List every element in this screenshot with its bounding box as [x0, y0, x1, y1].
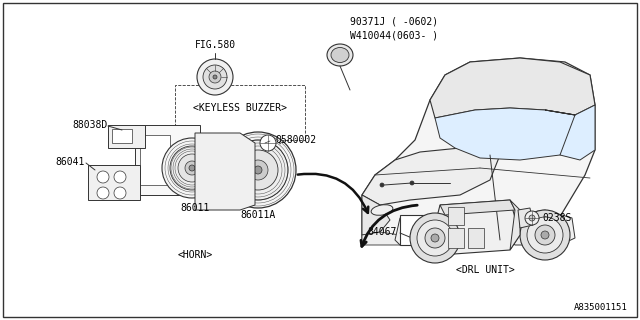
- Circle shape: [520, 210, 570, 260]
- Circle shape: [209, 71, 221, 83]
- Text: A835001151: A835001151: [574, 303, 628, 312]
- Circle shape: [178, 154, 206, 182]
- Polygon shape: [430, 58, 595, 118]
- Polygon shape: [108, 125, 145, 148]
- Text: W410044(0603- ): W410044(0603- ): [350, 30, 438, 40]
- Text: 86011A: 86011A: [241, 210, 276, 220]
- Circle shape: [248, 160, 268, 180]
- Bar: [468, 228, 484, 248]
- Polygon shape: [88, 165, 140, 200]
- Bar: [175, 85, 305, 140]
- Circle shape: [203, 65, 227, 89]
- Circle shape: [410, 181, 414, 185]
- Bar: [112, 129, 132, 143]
- Polygon shape: [362, 148, 500, 205]
- Circle shape: [185, 161, 199, 175]
- Polygon shape: [510, 200, 520, 250]
- Circle shape: [162, 138, 222, 198]
- Polygon shape: [362, 58, 595, 245]
- Circle shape: [431, 234, 439, 242]
- Polygon shape: [518, 208, 533, 228]
- Circle shape: [197, 59, 233, 95]
- Polygon shape: [435, 108, 585, 160]
- Circle shape: [114, 187, 126, 199]
- Circle shape: [97, 187, 109, 199]
- Circle shape: [425, 228, 445, 248]
- Circle shape: [410, 213, 460, 263]
- Circle shape: [529, 215, 535, 221]
- Circle shape: [417, 220, 453, 256]
- Polygon shape: [362, 232, 410, 245]
- Text: 86011: 86011: [180, 203, 210, 213]
- Polygon shape: [440, 200, 515, 215]
- Bar: [400, 215, 455, 245]
- Circle shape: [380, 183, 384, 187]
- Ellipse shape: [371, 205, 393, 215]
- Ellipse shape: [327, 44, 353, 66]
- Polygon shape: [510, 210, 575, 245]
- Text: <KEYLESS BUZZER>: <KEYLESS BUZZER>: [193, 103, 287, 113]
- Text: 88038D: 88038D: [73, 120, 108, 130]
- Circle shape: [525, 211, 539, 225]
- Polygon shape: [430, 200, 520, 255]
- Polygon shape: [195, 133, 255, 210]
- Polygon shape: [362, 195, 390, 235]
- Polygon shape: [395, 215, 470, 245]
- Text: 90371J ( -0602): 90371J ( -0602): [350, 17, 438, 27]
- Ellipse shape: [331, 47, 349, 62]
- Bar: [448, 207, 464, 225]
- Circle shape: [114, 171, 126, 183]
- Text: 86041: 86041: [56, 157, 85, 167]
- Text: 0238S: 0238S: [542, 213, 572, 223]
- Text: <DRL UNIT>: <DRL UNIT>: [456, 265, 515, 275]
- Text: FIG.580: FIG.580: [195, 40, 236, 50]
- Circle shape: [220, 132, 296, 208]
- FancyArrowPatch shape: [361, 205, 417, 246]
- Polygon shape: [135, 125, 200, 195]
- Circle shape: [238, 150, 278, 190]
- Text: 84067: 84067: [367, 227, 397, 237]
- FancyArrowPatch shape: [298, 174, 368, 213]
- Circle shape: [170, 146, 214, 190]
- Text: <HORN>: <HORN>: [177, 250, 212, 260]
- Circle shape: [213, 75, 217, 79]
- Circle shape: [535, 225, 555, 245]
- Circle shape: [97, 171, 109, 183]
- Circle shape: [527, 217, 563, 253]
- Text: Q580002: Q580002: [275, 135, 316, 145]
- Bar: [448, 228, 464, 248]
- Bar: [140, 135, 170, 185]
- Circle shape: [260, 135, 276, 151]
- Circle shape: [541, 231, 549, 239]
- Circle shape: [189, 165, 195, 171]
- Circle shape: [228, 140, 288, 200]
- Circle shape: [254, 166, 262, 174]
- Polygon shape: [545, 105, 595, 160]
